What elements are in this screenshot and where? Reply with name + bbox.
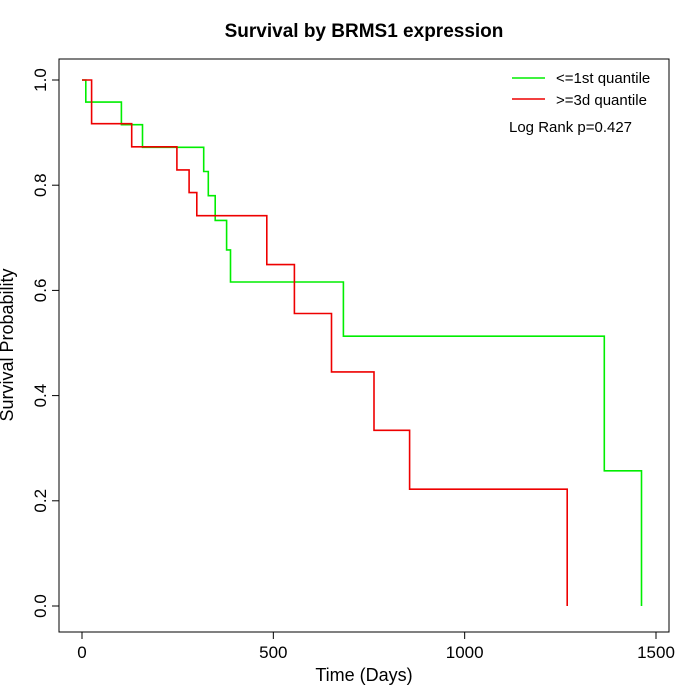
y-tick-label: 0.0: [31, 594, 50, 618]
plot-frame: [58, 58, 670, 633]
y-tick-label: 0.4: [31, 384, 50, 408]
chart-title: Survival by BRMS1 expression: [225, 21, 504, 42]
y-tick-label: 0.8: [31, 173, 50, 197]
x-tick-label: 1000: [446, 643, 484, 662]
x-tick-label: 1500: [637, 643, 675, 662]
legend-label-low: <=1st quantile: [556, 70, 650, 87]
series-high-expression: [82, 79, 569, 606]
y-axis: 0.0 0.2 0.4 0.6 0.8 1.0: [31, 68, 60, 618]
legend-label-high: >=3d quantile: [556, 92, 647, 109]
x-tick-label: 500: [259, 643, 287, 662]
x-axis-label: Time (Days): [315, 665, 412, 685]
y-tick-label: 1.0: [31, 68, 50, 92]
x-axis: 0 500 1000 1500: [77, 631, 675, 662]
legend: <=1st quantile >=3d quantile: [512, 70, 650, 109]
y-axis-label: Survival Probability: [0, 268, 17, 421]
log-rank-annotation: Log Rank p=0.427: [509, 119, 632, 136]
series-low-expression: [82, 79, 643, 606]
y-tick-label: 0.6: [31, 279, 50, 303]
series-layer: [82, 79, 643, 606]
y-tick-label: 0.2: [31, 489, 50, 513]
x-tick-label: 0: [77, 643, 86, 662]
